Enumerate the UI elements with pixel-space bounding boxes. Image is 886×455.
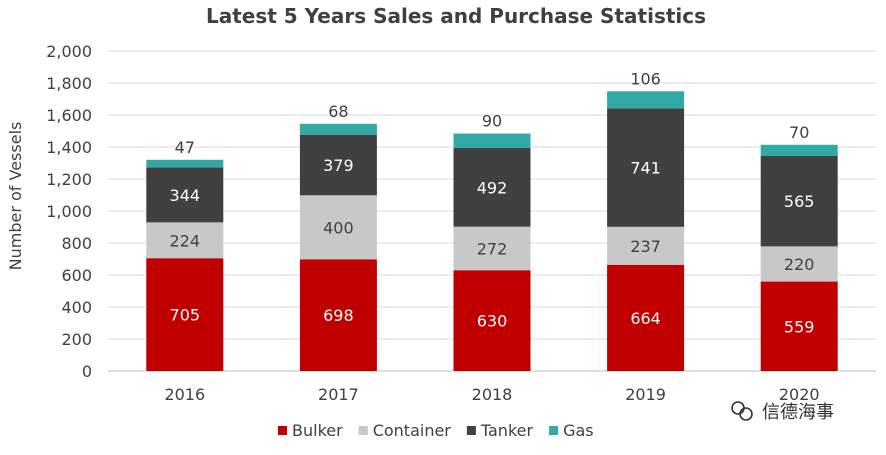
bar-segment-tanker <box>146 167 224 223</box>
legend-label-bulker: Bulker <box>292 421 343 440</box>
y-tick-label: 0 <box>82 362 92 381</box>
data-label-bulker: 630 <box>477 312 508 331</box>
x-tick-label: 2018 <box>472 385 513 404</box>
x-tick-label: 2017 <box>318 385 359 404</box>
y-tick-label: 2,000 <box>46 42 92 61</box>
x-tick-label: 2020 <box>779 385 820 404</box>
y-axis-label: Number of Vessels <box>6 122 25 271</box>
bar-segment-container <box>146 222 224 259</box>
data-label-bulker: 664 <box>630 309 661 328</box>
y-tick-label: 1,800 <box>46 74 92 93</box>
y-tick-label: 1,000 <box>46 202 92 221</box>
bar-segment-bulker <box>607 264 685 371</box>
bar-segment-container <box>607 226 685 265</box>
data-label-bulker: 698 <box>323 306 354 325</box>
bar-segment-gas <box>607 91 685 109</box>
bar-segment-gas <box>760 144 838 156</box>
chart-title: Latest 5 Years Sales and Purchase Statis… <box>206 4 706 28</box>
data-label-container: 400 <box>323 218 354 237</box>
bar-segment-gas <box>146 159 224 168</box>
data-label-gas: 70 <box>789 123 809 142</box>
data-label-tanker: 741 <box>630 159 661 178</box>
data-label-container: 220 <box>784 255 815 274</box>
bar-segment-tanker <box>607 108 685 227</box>
y-tick-label: 1,400 <box>46 138 92 157</box>
legend-swatch-bulker <box>278 426 287 435</box>
bar-segment-bulker <box>146 258 224 371</box>
y-tick-label: 400 <box>61 298 92 317</box>
x-tick-label: 2016 <box>164 385 205 404</box>
bar-segment-tanker <box>299 134 377 196</box>
data-label-bulker: 559 <box>784 317 815 336</box>
watermark-text: 信德海事 <box>762 402 834 423</box>
data-label-gas: 47 <box>175 138 195 157</box>
bar-segment-container <box>299 195 377 260</box>
data-label-tanker: 492 <box>477 178 508 197</box>
bar-segment-tanker <box>760 155 838 247</box>
data-label-gas: 90 <box>482 112 502 131</box>
data-label-container: 272 <box>477 239 508 258</box>
data-label-bulker: 705 <box>170 306 201 325</box>
y-tick-label: 800 <box>61 234 92 253</box>
data-label-tanker: 565 <box>784 192 815 211</box>
bar-segment-container <box>453 226 531 271</box>
bar-segment-bulker <box>299 259 377 371</box>
y-tick-label: 600 <box>61 266 92 285</box>
legend-label-gas: Gas <box>563 421 594 440</box>
legend-swatch-container <box>358 426 368 435</box>
y-tick-label: 1,200 <box>46 170 92 189</box>
legend-label-tanker: Tanker <box>480 421 534 440</box>
y-axis-ticks: 0 200 400 600 800 1,000 1,200 1,400 1,600 1,800 2,… <box>46 42 92 381</box>
watermark: 信德海事 <box>731 401 834 423</box>
bars: 705 224 344 47 698 400 379 68 630 272 492 90 664 237 7… <box>146 69 838 371</box>
bar-segment-bulker <box>760 281 838 371</box>
wechat-icon <box>731 401 753 421</box>
legend: Bulker Container Tanker Gas <box>278 421 594 440</box>
y-tick-label: 1,600 <box>46 106 92 125</box>
data-label-container: 224 <box>170 231 201 250</box>
x-axis-ticks: 2016 2017 2018 2019 2020 <box>164 385 819 404</box>
legend-label-container: Container <box>373 421 452 440</box>
data-label-tanker: 344 <box>170 186 201 205</box>
y-tick-label: 200 <box>61 330 92 349</box>
bar-segment-gas <box>453 133 531 148</box>
bar-segment-gas <box>299 123 377 135</box>
data-label-gas: 68 <box>328 102 348 121</box>
x-tick-label: 2019 <box>625 385 666 404</box>
data-label-gas: 106 <box>630 69 661 88</box>
bar-segment-container <box>760 246 838 282</box>
data-label-container: 237 <box>630 237 661 256</box>
data-label-tanker: 379 <box>323 156 354 175</box>
legend-swatch-tanker <box>466 426 476 435</box>
legend-swatch-gas <box>549 426 559 435</box>
bar-segment-tanker <box>453 147 531 227</box>
bar-segment-bulker <box>453 270 531 371</box>
